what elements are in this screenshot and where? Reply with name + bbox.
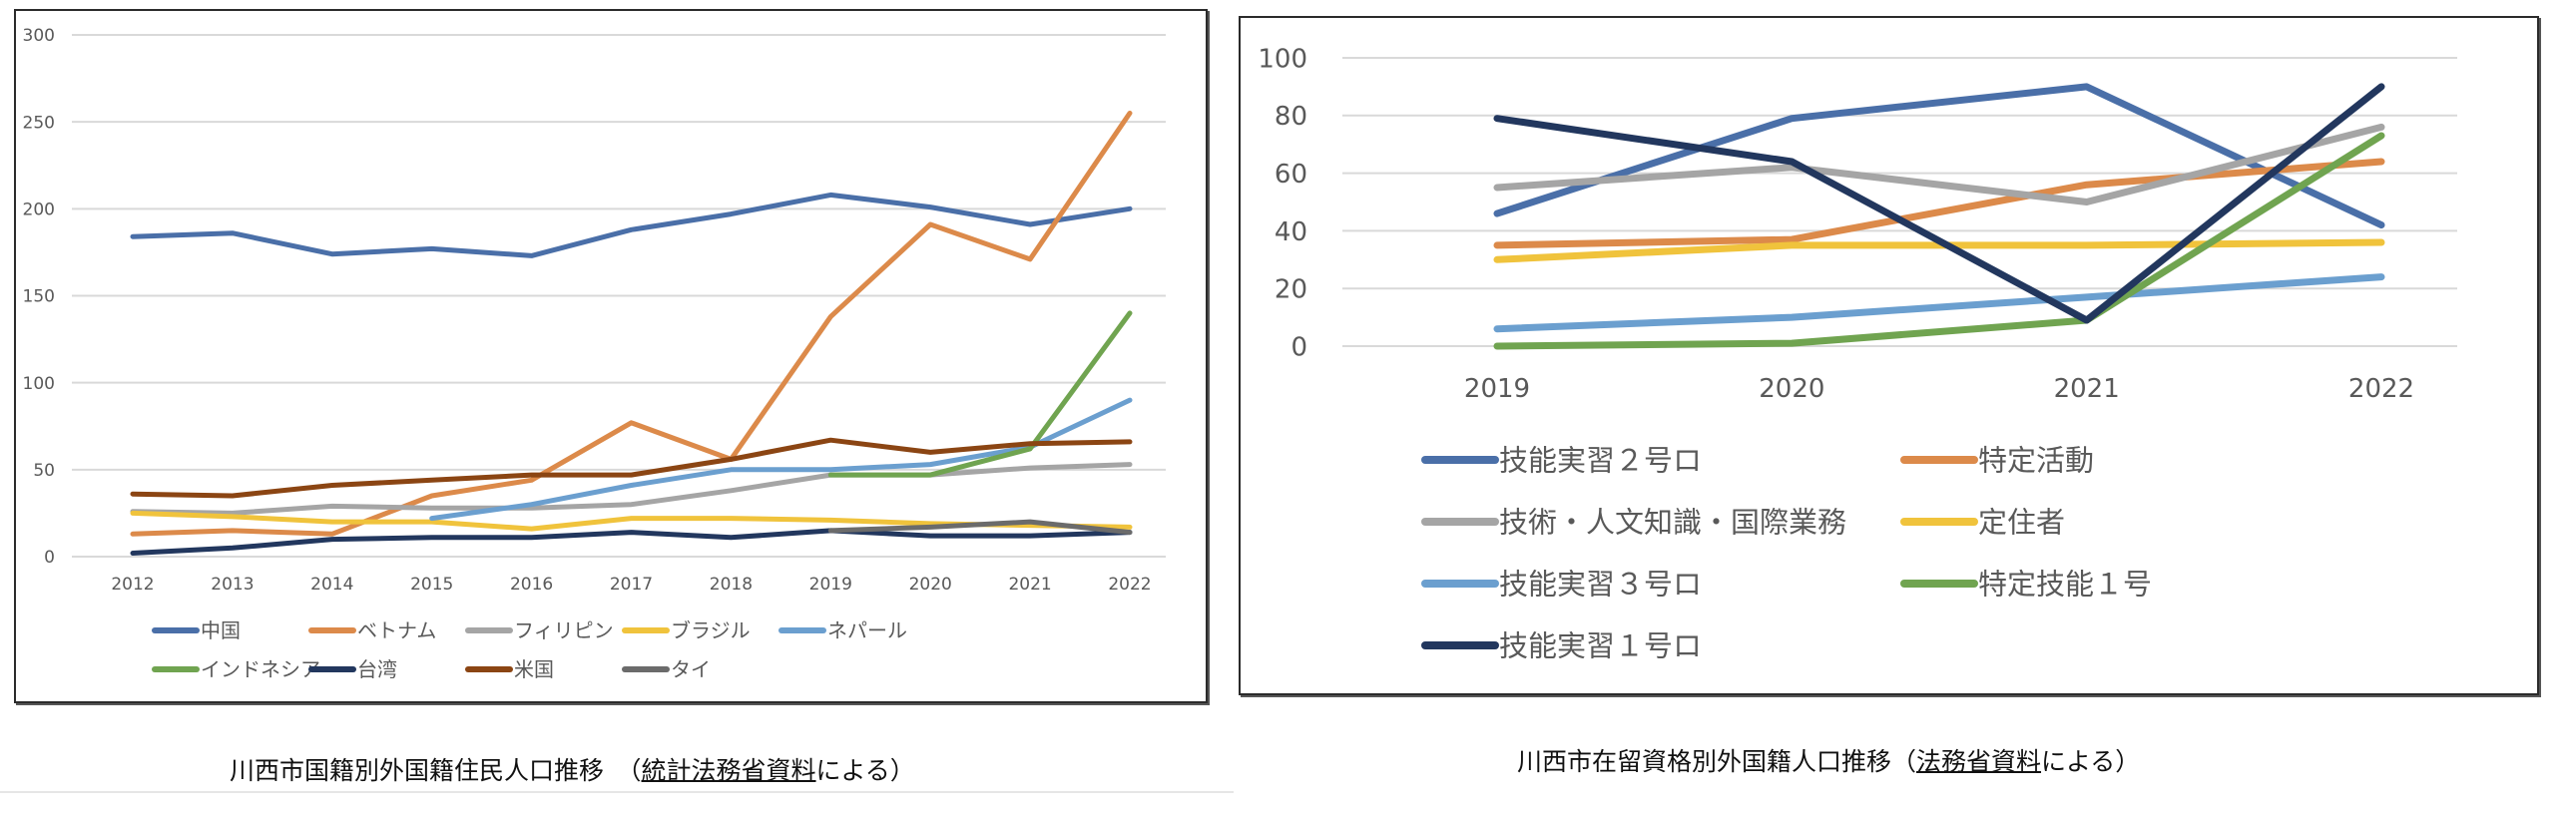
x-tick-label: 2019 [809, 575, 852, 595]
series-line [429, 397, 1133, 522]
series-line [1493, 83, 2385, 229]
series-0 [130, 192, 1133, 258]
series-1 [1493, 158, 2385, 249]
left-chart: 0 50 100 150 200 250 300 2012 2013 2014 2015 2016 20… [23, 26, 1166, 681]
y-tick-label: 0 [44, 548, 55, 568]
x-tick-label: 2013 [211, 575, 254, 595]
legend-label: タイ [671, 657, 711, 681]
left-caption-prefix: 川西市国籍別外国籍住民人口推移 （ [230, 756, 642, 785]
legend-label: 技能実習１号ロ [1499, 628, 1702, 662]
series-line [827, 519, 1133, 536]
series-line [130, 528, 1133, 556]
series-6 [1493, 83, 2385, 324]
right-chart-caption: 川西市在留資格別外国籍人口推移（法務省資料による） [1517, 742, 2140, 778]
y-tick-label: 0 [1290, 332, 1307, 362]
series-line [1493, 158, 2385, 249]
y-tick-label: 150 [23, 287, 55, 307]
series-2 [1493, 123, 2385, 205]
x-tick-label: 2019 [1464, 374, 1530, 404]
series-8 [827, 519, 1133, 536]
left-chart-caption: 川西市国籍別外国籍住民人口推移 （統計法務省資料による） [230, 751, 915, 787]
x-tick-label: 2020 [909, 575, 952, 595]
y-tick-label: 100 [23, 374, 55, 394]
series-line [130, 437, 1133, 499]
x-tick-label: 2022 [2348, 374, 2414, 404]
x-tick-label: 2021 [2054, 374, 2120, 404]
x-tick-label: 2015 [410, 575, 453, 595]
series-3 [1493, 238, 2385, 263]
legend-label: 台湾 [357, 657, 397, 681]
series-line [130, 462, 1133, 516]
legend-label: 定住者 [1978, 505, 2065, 539]
y-tick-label: 300 [23, 26, 55, 46]
legend-label: 米国 [514, 657, 554, 681]
y-tick-label: 100 [1258, 44, 1307, 74]
series-line [1493, 132, 2385, 350]
y-tick-label: 60 [1275, 160, 1307, 190]
series-0 [1493, 83, 2385, 229]
y-tick-label: 80 [1275, 102, 1307, 132]
legend-label: 特定技能１号 [1978, 567, 2152, 601]
y-tick-label: 20 [1275, 275, 1307, 305]
series-line [1493, 238, 2385, 263]
series-line [130, 110, 1133, 537]
right-caption-source-link[interactable]: 法務省資料 [1916, 747, 2042, 776]
x-tick-label: 2014 [310, 575, 353, 595]
legend-label: 中国 [201, 618, 241, 642]
x-tick-label: 2012 [111, 575, 154, 595]
y-tick-label: 40 [1275, 217, 1307, 247]
x-tick-label: 2017 [610, 575, 653, 595]
right-caption-suffix: による） [2041, 747, 2141, 776]
x-tick-label: 2021 [1008, 575, 1051, 595]
legend-label: ブラジル [671, 618, 751, 642]
series-line [1493, 123, 2385, 205]
y-tick-label: 250 [23, 113, 55, 133]
y-tick-label: 50 [33, 461, 55, 481]
left-caption-source-link[interactable]: 統計法務省資料 [641, 756, 816, 785]
right-chart: 0 20 40 60 80 100 2019 2020 2021 2022 技能実習２号ロ 特定活動技… [1258, 44, 2457, 662]
legend-label: インドネシア [201, 657, 320, 681]
legend-label: ベトナム [357, 618, 436, 642]
series-5 [827, 310, 1133, 478]
series-line [1493, 83, 2385, 324]
legend-label: 技能実習２号ロ [1499, 443, 1702, 477]
x-tick-label: 2022 [1108, 575, 1151, 595]
legend-label: 技術・人文知識・国際業務 [1499, 505, 1846, 539]
series-line [130, 192, 1133, 258]
series-line [1493, 273, 2385, 333]
series-7 [130, 437, 1133, 499]
left-caption-divider [0, 791, 1234, 793]
x-tick-label: 2016 [510, 575, 553, 595]
left-caption-suffix: による） [815, 756, 915, 785]
legend-label: 特定活動 [1978, 443, 2094, 477]
left-chart-frame [14, 9, 1208, 703]
legend-label: ネパール [827, 618, 907, 642]
series-line [827, 310, 1133, 478]
y-tick-label: 200 [23, 200, 55, 219]
right-caption-prefix: 川西市在留資格別外国籍人口推移（ [1517, 747, 1917, 776]
x-tick-label: 2018 [710, 575, 753, 595]
series-4 [1493, 273, 2385, 333]
x-tick-label: 2020 [1759, 374, 1824, 404]
legend-label: 技能実習３号ロ [1499, 567, 1702, 601]
legend-label: フィリピン [514, 618, 614, 642]
